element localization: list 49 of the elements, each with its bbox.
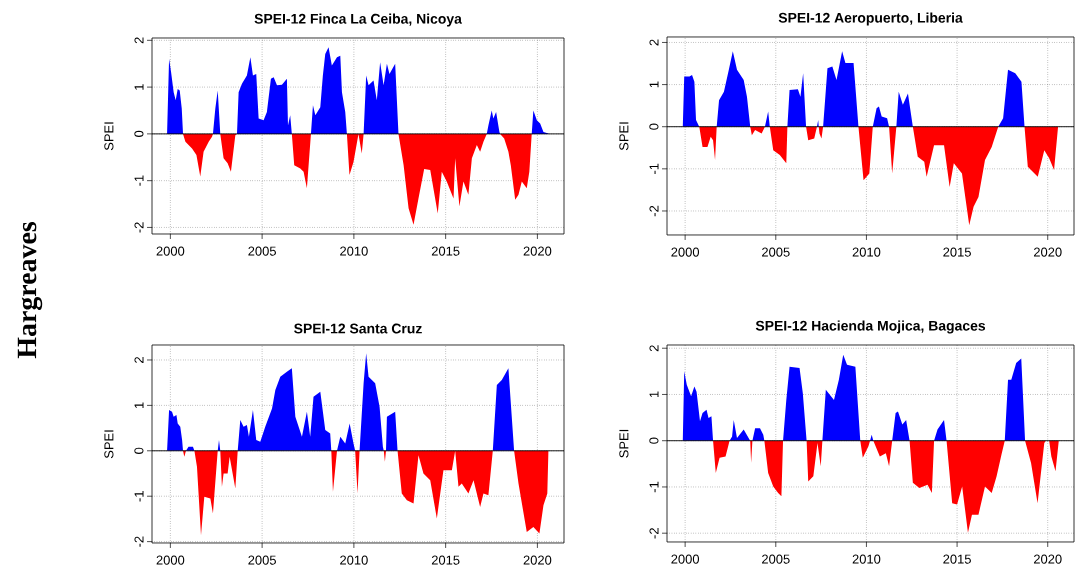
y-axis-title: SPEI <box>104 430 114 459</box>
y-tick-label: 0 <box>134 130 144 137</box>
chart-title: SPEI-12 Aeropuerto, Liberia <box>778 12 963 26</box>
y-tick-label: 1 <box>649 81 659 88</box>
y-tick-label: 0 <box>649 437 659 444</box>
x-tick-label: 2020 <box>1033 554 1062 564</box>
y-tick-label: -1 <box>649 163 659 175</box>
y-tick-label: 1 <box>134 84 144 90</box>
y-tick-label: 2 <box>134 37 144 44</box>
x-tick-label: 2010 <box>340 555 368 565</box>
x-tick-label: 2015 <box>943 247 971 257</box>
x-tick-label: 2000 <box>156 246 185 256</box>
x-tick-label: 2010 <box>340 246 368 256</box>
x-tick-label: 2005 <box>248 555 276 565</box>
y-tick-label: 2 <box>649 345 659 352</box>
x-tick-label: 2015 <box>431 246 460 256</box>
y-tick-label: 0 <box>649 123 659 130</box>
y-axis-title: SPEI <box>619 122 629 151</box>
x-tick-label: 2005 <box>762 247 790 257</box>
x-tick-label: 2000 <box>671 554 700 564</box>
x-tick-label: 2000 <box>671 247 700 257</box>
y-tick-label: -1 <box>134 175 144 186</box>
x-tick-label: 2020 <box>523 555 552 565</box>
x-tick-label: 2015 <box>431 555 460 565</box>
x-tick-label: 2015 <box>943 554 971 564</box>
y-axis-title: SPEI <box>619 429 629 458</box>
y-tick-label: 2 <box>134 357 144 363</box>
y-tick-label: -1 <box>649 481 659 493</box>
y-tick-label: -2 <box>649 528 659 539</box>
y-tick-label: 0 <box>134 447 144 454</box>
x-tick-label: 2020 <box>1033 247 1062 257</box>
y-tick-label: -2 <box>134 536 144 547</box>
y-tick-label: -2 <box>649 205 659 217</box>
y-tick-label: 1 <box>649 391 659 398</box>
x-tick-label: 2010 <box>852 247 881 257</box>
x-tick-label: 2020 <box>523 246 552 256</box>
x-tick-label: 2005 <box>248 246 276 256</box>
y-tick-label: 2 <box>649 39 659 46</box>
x-tick-label: 2005 <box>762 554 790 564</box>
y-tick-label: -1 <box>134 491 144 502</box>
y-tick-label: 1 <box>134 402 144 408</box>
text: Hargreaves <box>17 221 43 359</box>
y-axis-title: SPEI <box>104 122 114 151</box>
x-tick-label: 2010 <box>852 554 881 564</box>
chart-title: SPEI-12 Hacienda Mojica, Bagaces <box>755 320 986 334</box>
x-tick-label: 2000 <box>156 555 185 565</box>
chart-title: SPEI-12 Santa Cruz <box>294 323 422 334</box>
y-tick-label: -2 <box>134 222 144 233</box>
chart-title: SPEI-12 Finca La Ceiba, Nicoya <box>254 13 462 27</box>
